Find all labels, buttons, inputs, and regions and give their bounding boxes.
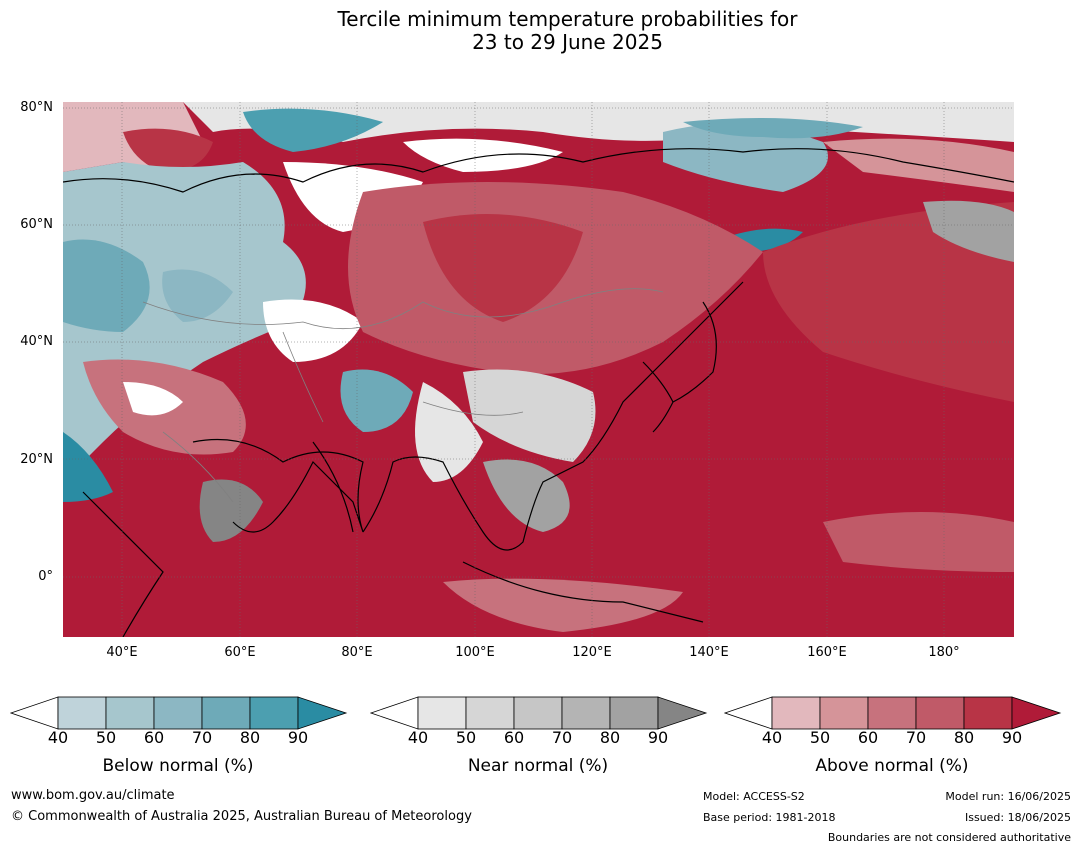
colorbar-swatch — [201, 696, 251, 730]
colorbar-swatch — [819, 696, 869, 730]
colorbar-swatch — [465, 696, 515, 730]
colorbar-above-tick: 40 — [761, 728, 783, 747]
region-siberia-blue — [663, 124, 828, 192]
lon-label-80e: 80°E — [341, 645, 373, 660]
map-title: Tercile minimum temperature probabilitie… — [0, 8, 1081, 54]
colorbar-above-swatches — [724, 696, 1062, 730]
colorbar-near-tick: 70 — [551, 728, 573, 747]
region-arctic-coast — [183, 102, 1014, 142]
region-caspian — [162, 269, 233, 322]
region-arabia-blue — [63, 432, 113, 502]
colorbar-below-label: Below normal (%) — [102, 756, 254, 776]
boundaries-disclaimer: Boundaries are not considered authoritat… — [827, 831, 1071, 844]
region-horn-grey — [199, 479, 263, 542]
colorbar-near-tick: 50 — [455, 728, 477, 747]
colorbar-below-normal: 40 50 60 70 80 90 Below normal (%) — [10, 696, 350, 786]
colorbar-above-tick: 90 — [1001, 728, 1023, 747]
region-kamchatka-grey — [923, 200, 1014, 262]
colorbar-min-arrow — [724, 696, 773, 730]
probability-map — [63, 102, 1014, 637]
colorbar-swatch — [867, 696, 917, 730]
colorbar-below-tick: 90 — [287, 728, 309, 747]
region-far-east — [763, 202, 1014, 402]
copyright-text: © Commonwealth of Australia 2025, Austra… — [11, 809, 472, 824]
colorbar-swatch — [915, 696, 965, 730]
colorbar-max-arrow — [657, 696, 708, 730]
coastlines — [63, 148, 1014, 637]
colorbar-near-tick: 40 — [407, 728, 429, 747]
region-china-grey — [463, 369, 596, 462]
colorbar-above-tick: 70 — [905, 728, 927, 747]
region-himalaya-blue — [340, 369, 413, 432]
colorbar-min-arrow — [370, 696, 419, 730]
colorbar-above-tick: 80 — [953, 728, 975, 747]
title-line-1: Tercile minimum temperature probabilitie… — [337, 7, 798, 31]
lon-label-100e: 100°E — [455, 645, 495, 660]
title-line-2: 23 to 29 June 2025 — [472, 30, 663, 54]
region-indochina-grey — [483, 459, 570, 532]
colorbar-below-tick: 40 — [47, 728, 69, 747]
region-pacific-band — [823, 512, 1014, 572]
colorbar-swatch — [771, 696, 821, 730]
map-canvas — [63, 102, 1014, 637]
region-tibet-grey — [415, 382, 483, 482]
colorbar-swatch — [105, 696, 155, 730]
lat-label-60n: 60°N — [20, 217, 53, 232]
colorbar-below-swatches — [10, 696, 348, 730]
lat-label-0: 0° — [38, 569, 53, 584]
colorbar-min-arrow — [10, 696, 59, 730]
region-east-siberia — [823, 138, 1014, 192]
lon-label-40e: 40°E — [106, 645, 138, 660]
region-baltic — [123, 128, 213, 172]
lon-label-180: 180° — [928, 645, 960, 660]
lon-label-60e: 60°E — [224, 645, 256, 660]
lon-label-160e: 160°E — [807, 645, 847, 660]
colorbar-below-tick: 60 — [143, 728, 165, 747]
region-kazakh-white — [263, 299, 363, 362]
lat-label-20n: 20°N — [20, 452, 53, 467]
colorbar-near-tick: 80 — [599, 728, 621, 747]
model-run-text: Model run: 16/06/2025 — [945, 790, 1071, 803]
colorbar-above-label: Above normal (%) — [815, 756, 969, 776]
colorbar-near-tick: 60 — [503, 728, 525, 747]
graticule — [63, 102, 1014, 637]
website-link[interactable]: www.bom.gov.au/climate — [11, 788, 175, 803]
base-period-text: Base period: 1981-2018 — [703, 811, 836, 824]
region-maritime-continent — [443, 578, 683, 632]
region-east-europe — [63, 239, 150, 332]
region-iraq-white — [123, 382, 183, 416]
issued-text: Issued: 18/06/2025 — [964, 811, 1071, 824]
colorbar-below-tick: 70 — [191, 728, 213, 747]
colorbar-swatch — [609, 696, 659, 730]
colorbar-swatch — [249, 696, 299, 730]
colorbar-near-swatches — [370, 696, 708, 730]
colorbar-below-tick: 50 — [95, 728, 117, 747]
lat-label-80n: 80°N — [20, 100, 53, 115]
region-kara-blue — [243, 108, 383, 152]
region-arctic-blue — [683, 118, 863, 139]
colorbar-near-normal: 40 50 60 70 80 90 Near normal (%) — [370, 696, 710, 786]
region-north-white — [403, 138, 563, 172]
region-mongolia — [423, 214, 583, 322]
model-text: Model: ACCESS-S2 — [703, 790, 805, 803]
colorbar-max-arrow — [1011, 696, 1062, 730]
colorbar-swatch — [561, 696, 611, 730]
colorbar-near-label: Near normal (%) — [467, 756, 609, 776]
colorbar-swatch — [417, 696, 467, 730]
colorbar-swatch — [57, 696, 107, 730]
colorbar-max-arrow — [297, 696, 348, 730]
colorbar-above-tick: 60 — [857, 728, 879, 747]
lon-label-140e: 140°E — [689, 645, 729, 660]
colorbar-above-tick: 50 — [809, 728, 831, 747]
colorbar-below-tick: 80 — [239, 728, 261, 747]
colorbar-swatch — [153, 696, 203, 730]
country-borders — [142, 288, 664, 503]
colorbar-above-normal: 40 50 60 70 80 90 Above normal (%) — [724, 696, 1064, 786]
colorbar-near-tick: 90 — [647, 728, 669, 747]
lat-label-40n: 40°N — [20, 334, 53, 349]
colorbar-swatch — [513, 696, 563, 730]
lon-label-120e: 120°E — [572, 645, 612, 660]
colorbar-swatch — [963, 696, 1013, 730]
